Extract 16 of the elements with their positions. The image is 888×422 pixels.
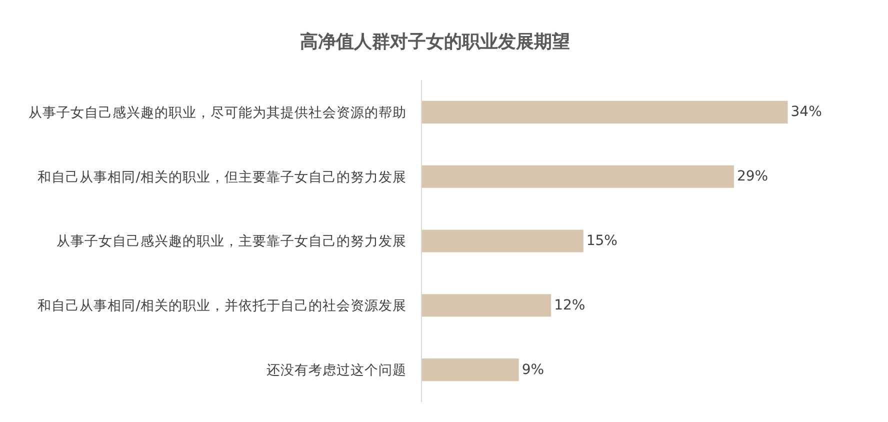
data-label: 15% [586,233,618,249]
y-tick-label: 和自己从事相同/相关的职业，但主要靠子女自己的努力发展 [38,169,406,186]
y-tick-label: 还没有考虑过这个问题 [266,362,406,379]
data-label: 12% [554,297,586,314]
y-tick-label: 和自己从事相同/相关的职业，并依托于自己的社会资源发展 [38,298,406,314]
bar [422,358,519,382]
bar [422,165,734,188]
data-label: 34% [790,104,822,120]
data-label: 29% [736,168,768,185]
bar [422,294,552,317]
chart-title: 高净值人群对子女的职业发展期望 [300,31,570,52]
bar [422,230,584,252]
y-tick-label: 从事子女自己感兴趣的职业，主要靠子女自己的努力发展 [56,234,406,250]
data-label: 9% [522,362,544,378]
y-tick-label: 从事子女自己感兴趣的职业，尽可能为其提供社会资源的帮助 [28,104,406,121]
bar [422,100,788,124]
